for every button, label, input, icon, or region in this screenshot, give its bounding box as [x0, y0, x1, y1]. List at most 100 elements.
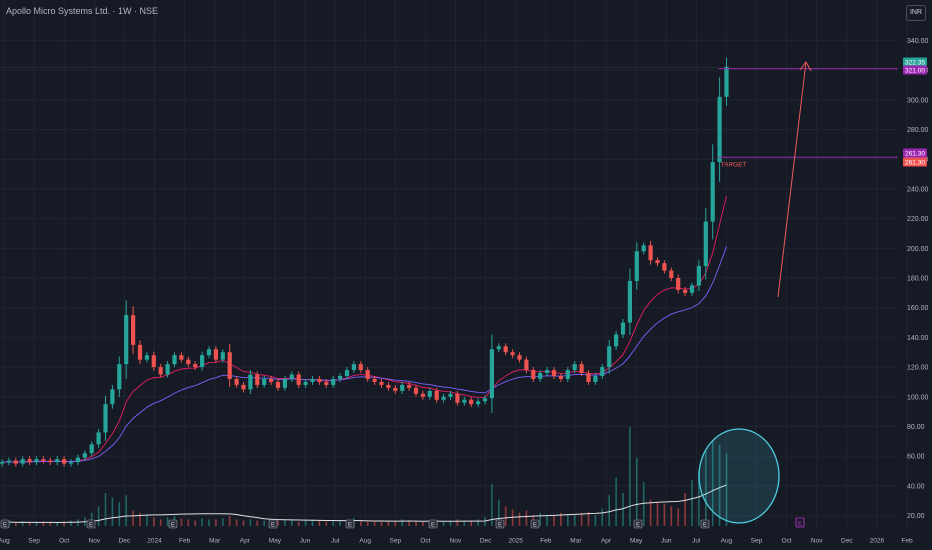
candle — [407, 384, 412, 388]
volume-bar — [663, 504, 666, 526]
volume-bars — [1, 427, 728, 526]
candle — [655, 260, 660, 264]
candle — [600, 367, 605, 376]
candle — [593, 376, 598, 382]
x-tick-label: 2026 — [870, 538, 885, 545]
earnings-marker-label: E — [3, 523, 7, 529]
x-tick-label: Sep — [390, 538, 402, 545]
earnings-marker-label: E — [703, 523, 707, 529]
volume-bar — [580, 512, 583, 526]
volume-bar — [380, 521, 383, 526]
candle — [158, 367, 163, 375]
x-tick-label: Feb — [179, 538, 191, 545]
x-tick-label: Feb — [901, 538, 913, 545]
candle — [717, 96, 722, 163]
volume-bar — [449, 520, 452, 526]
earnings-marker-label: E — [533, 523, 537, 529]
volume-bar — [235, 519, 238, 526]
volume-bar — [498, 499, 500, 526]
volume-bar — [677, 508, 679, 526]
x-tick-label: 2024 — [147, 538, 162, 545]
candle — [607, 346, 612, 368]
volume-bar — [656, 501, 659, 526]
earnings-marker — [0, 519, 10, 529]
volume-bar — [539, 512, 541, 526]
x-tick-label: Jul — [692, 538, 701, 545]
candle — [710, 162, 715, 222]
price-tag — [903, 57, 927, 67]
price-tag — [903, 157, 927, 167]
x-tick-label: Jul — [331, 538, 340, 545]
arrow-head — [799, 61, 812, 72]
candle — [89, 444, 94, 454]
volume-bar — [15, 522, 17, 526]
volume-bar — [442, 521, 445, 526]
candle — [82, 453, 87, 458]
x-tick-label: Oct — [782, 538, 792, 545]
x-tick-label: Mar — [209, 538, 221, 545]
candle — [683, 289, 688, 293]
candle — [565, 370, 570, 379]
candle — [172, 355, 177, 365]
candle — [262, 378, 267, 385]
y-tick-label: 120.00 — [907, 365, 929, 372]
currency-badge[interactable]: INR — [906, 5, 926, 21]
volume-bar — [63, 521, 65, 526]
candle — [545, 370, 550, 374]
volume-bar — [263, 520, 265, 526]
candle — [48, 460, 53, 463]
volume-bar — [90, 512, 93, 526]
candle — [269, 378, 274, 382]
upcoming-earnings-label: E — [798, 522, 802, 528]
price-tag-label: 261.30 — [905, 160, 925, 167]
candle — [620, 322, 626, 335]
candle — [420, 393, 425, 397]
candle — [144, 355, 149, 360]
volume-bar — [28, 522, 31, 526]
candle — [627, 280, 632, 323]
candle — [689, 285, 695, 293]
candle — [275, 381, 281, 388]
candle — [648, 245, 653, 261]
candle — [634, 251, 639, 281]
candle — [724, 66, 729, 97]
ema-fast-line — [1, 195, 727, 463]
volume-bar — [629, 427, 631, 526]
projection-arrow — [777, 61, 807, 298]
y-tick-label: 20.00 — [907, 513, 925, 520]
y-tick-label: 240.00 — [907, 186, 929, 193]
price-tag — [903, 65, 927, 75]
volume-bar — [284, 519, 286, 526]
date-axis-background — [0, 530, 932, 550]
candle — [441, 396, 446, 400]
volume-bar — [104, 493, 107, 526]
volume-bar — [456, 519, 459, 526]
earnings-marker — [168, 519, 178, 529]
candle — [324, 381, 329, 385]
y-tick-label: 100.00 — [907, 394, 929, 401]
candle — [531, 370, 536, 379]
volume-bar — [21, 521, 24, 526]
volume-bar — [35, 521, 38, 526]
volume-bar — [366, 521, 369, 526]
candle — [496, 346, 501, 350]
candle — [372, 378, 377, 382]
volume-bar — [415, 521, 417, 526]
candle — [358, 364, 363, 371]
volume-bar — [339, 520, 341, 526]
chart-title: Apollo Micro Systems Ltd. · 1W · NSE — [6, 6, 159, 16]
volume-bar — [711, 440, 714, 526]
candle — [124, 315, 129, 365]
x-tick-label: Jun — [300, 538, 311, 545]
price-tag-label: 261.30 — [905, 151, 925, 158]
candle — [413, 387, 419, 394]
candles — [0, 57, 729, 467]
volume-bar — [132, 510, 134, 526]
candle — [462, 399, 467, 403]
candle — [34, 459, 39, 463]
volume-bar — [705, 451, 707, 526]
earnings-marker — [700, 519, 710, 529]
candle — [282, 378, 287, 388]
volume-bar — [70, 520, 72, 526]
